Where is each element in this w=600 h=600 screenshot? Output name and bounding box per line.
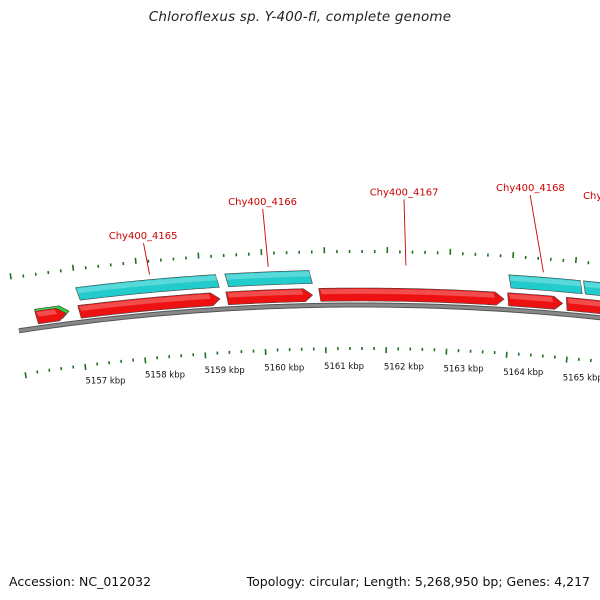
tick-mark	[71, 264, 75, 271]
gene-label: Chy400_4166	[228, 197, 297, 208]
genome-summary-text: Topology: circular; Length: 5,268,950 bp…	[246, 574, 590, 589]
feature-cds	[507, 292, 564, 310]
kbp-label: 5159 kbp	[205, 366, 245, 376]
map-title: Chloroflexus sp. Y-400-fl, complete geno…	[148, 9, 452, 25]
feature-rna-highlight	[226, 271, 312, 280]
tick-mark	[24, 372, 27, 379]
gene-label: Chy400_4168	[496, 183, 565, 194]
feature-rna	[224, 270, 313, 288]
kbp-label: 5163 kbp	[444, 364, 484, 374]
feature-cds-highlight	[36, 309, 57, 317]
feature-cds	[318, 287, 505, 306]
kbp-label: 5165 kbp	[563, 373, 600, 383]
feature-rna	[508, 274, 583, 295]
outer-tick-marks	[9, 247, 600, 280]
tick-mark	[565, 356, 568, 363]
kbp-label: 5162 kbp	[384, 362, 424, 372]
tick-mark	[144, 357, 147, 364]
gene-label: Chy400_4165	[109, 231, 178, 242]
backbone	[18, 302, 600, 334]
feature-cds-highlight	[567, 298, 600, 307]
gene-label: Chy400_4167	[370, 187, 439, 198]
feature-track	[34, 270, 600, 325]
inner-tick-marks	[24, 347, 592, 379]
gene-labels: Chy400_4165 Chy400_4166 Chy400_4167 Chy400_…	[109, 183, 600, 275]
feature-cds-highlight	[227, 289, 304, 298]
feature-rna-highlight	[509, 275, 582, 287]
gene-leader	[529, 194, 544, 273]
feature-cds-highlight	[508, 293, 554, 303]
gene-leader	[403, 199, 407, 266]
feature-cds	[34, 307, 67, 325]
backbone-line	[18, 303, 600, 333]
kbp-labels: 5157 kbp 5158 kbp 5159 kbp 5160 kbp 5161 kbp…	[86, 362, 600, 387]
feature-cds-highlight	[319, 289, 495, 298]
tick-mark	[134, 257, 137, 264]
feature-cds	[77, 292, 221, 319]
tick-mark	[574, 256, 578, 264]
accession-text: Accession: NC_012032	[9, 574, 152, 589]
feature-cds	[565, 296, 600, 314]
gene-label: Chy400_4169	[583, 191, 600, 202]
tick-mark	[84, 363, 87, 371]
tick-mark	[9, 273, 12, 280]
feature-rna	[75, 274, 220, 301]
kbp-label: 5158 kbp	[145, 371, 185, 381]
feature-cds-highlight	[79, 294, 211, 311]
kbp-label: 5157 kbp	[86, 377, 126, 387]
feature-rna-highlight	[76, 275, 218, 294]
gene-leader	[262, 208, 269, 267]
kbp-label: 5161 kbp	[324, 362, 364, 372]
feature-cds	[225, 288, 314, 306]
feature-rna-highlight	[584, 281, 600, 289]
feature-rna	[583, 280, 600, 296]
kbp-label: 5164 kbp	[503, 368, 543, 378]
kbp-label: 5160 kbp	[264, 363, 304, 373]
gene-leader	[143, 242, 151, 275]
